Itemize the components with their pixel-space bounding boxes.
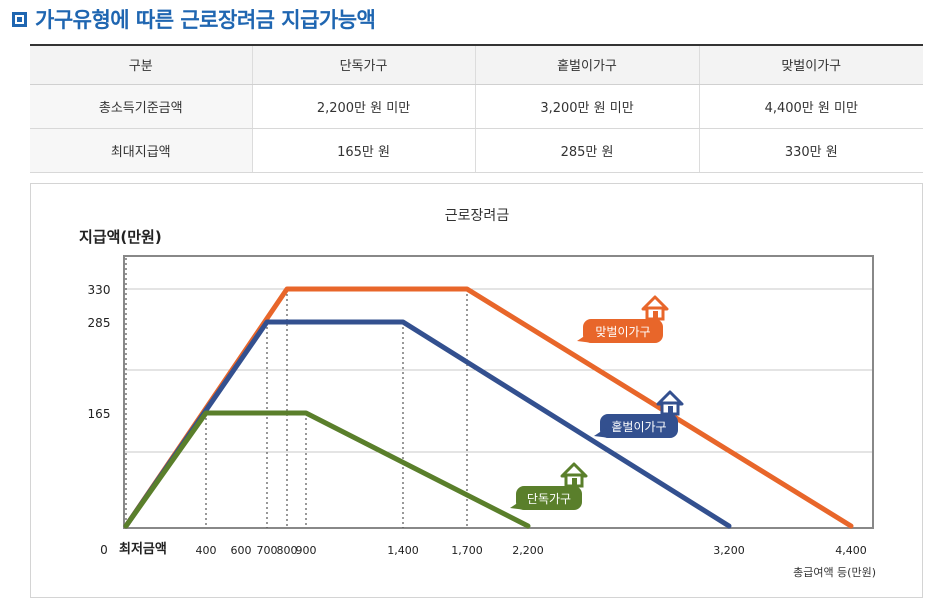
- header-single: 단독가구: [251, 44, 475, 85]
- x-tick-label: 400: [196, 544, 217, 557]
- bubble-shape: [583, 319, 663, 343]
- x-tick-label: 3,200: [713, 544, 745, 557]
- table-cell: 2,200만 원 미만: [251, 84, 475, 129]
- header-dual: 맞벌이가구: [698, 44, 923, 85]
- table-row-max-payment: 최대지급액 165만 원 285만 원 330만 원: [30, 128, 923, 173]
- header-category: 구분: [30, 44, 252, 85]
- series-line: [123, 410, 531, 529]
- bubble-tail: [577, 333, 593, 343]
- table-cell: 165만 원: [251, 128, 475, 173]
- bubble-tail: [594, 428, 610, 438]
- table-cell: 3,200만 원 미만: [474, 84, 699, 129]
- series-name: 단독가구: [527, 492, 571, 506]
- chart-container: 근로장려금 지급액(만원) 330 285 165 400 600 700 800 900 1…: [30, 183, 923, 598]
- series-name: 홑벌이가구: [611, 420, 666, 434]
- x-tick-label: 2,200: [512, 544, 544, 557]
- table-row-income-limit: 총소득기준금액 2,200만 원 미만 3,200만 원 미만 4,400만 원…: [30, 84, 923, 129]
- x-tick-label: 1,400: [387, 544, 419, 557]
- series-lines: [123, 286, 854, 529]
- guide-lines: [125, 258, 468, 528]
- y-tick-label: 165: [88, 407, 111, 421]
- table-header-row: 구분 단독가구 홑벌이가구 맞벌이가구: [30, 44, 923, 85]
- y-tick-label: 285: [88, 316, 111, 330]
- x-tick-label: 700: [257, 544, 278, 557]
- x-tick-label: 800: [277, 544, 298, 557]
- page-title-bar: 가구유형에 따른 근로장려금 지급가능액: [12, 4, 376, 34]
- y-tick-labels: 330 285 165: [88, 283, 111, 421]
- series-label-bubble: 홑벌이가구: [594, 390, 684, 438]
- series-labels: 단독가구 홑벌이가구 맞벌이가구: [510, 295, 684, 510]
- y-tick-label: 330: [88, 283, 111, 297]
- y-axis-label: 지급액(만원): [79, 228, 162, 246]
- bubble-shape: [516, 486, 582, 510]
- series-name: 맞벌이가구: [595, 325, 650, 339]
- bubble-shape: [600, 414, 678, 438]
- min-wage-label: 최저금액: [119, 542, 167, 557]
- series-label-bubble: 단독가구: [510, 462, 588, 510]
- page-title: 가구유형에 따른 근로장려금 지급가능액: [35, 8, 376, 32]
- grid: [125, 288, 872, 453]
- house-icon: [560, 462, 588, 488]
- row-label: 최대지급액: [30, 128, 252, 173]
- x-tick-label: 600: [231, 544, 252, 557]
- eligibility-table: 구분 단독가구 홑벌이가구 맞벌이가구 총소득기준금액 2,200만 원 미만 …: [30, 44, 923, 173]
- x-tick-label: 4,400: [835, 544, 867, 557]
- table-cell: 4,400만 원 미만: [698, 84, 923, 129]
- house-icon: [656, 390, 684, 416]
- house-icon: [641, 295, 669, 321]
- bubble-tail: [510, 500, 526, 510]
- plot-area: [123, 255, 874, 529]
- chart-title: 근로장려금: [445, 208, 510, 224]
- x-axis-label: 총급여액 등(만원): [793, 566, 876, 579]
- x-tick-label: 900: [296, 544, 317, 557]
- square-bullet-icon: [12, 11, 27, 27]
- table-cell: 330만 원: [698, 128, 923, 173]
- header-one-earner: 홑벌이가구: [474, 44, 699, 85]
- origin-label: 0: [100, 543, 108, 557]
- x-tick-label: 1,700: [451, 544, 483, 557]
- table-cell: 285만 원: [474, 128, 699, 173]
- row-label: 총소득기준금액: [30, 84, 252, 129]
- series-label-bubble: 맞벌이가구: [577, 295, 669, 343]
